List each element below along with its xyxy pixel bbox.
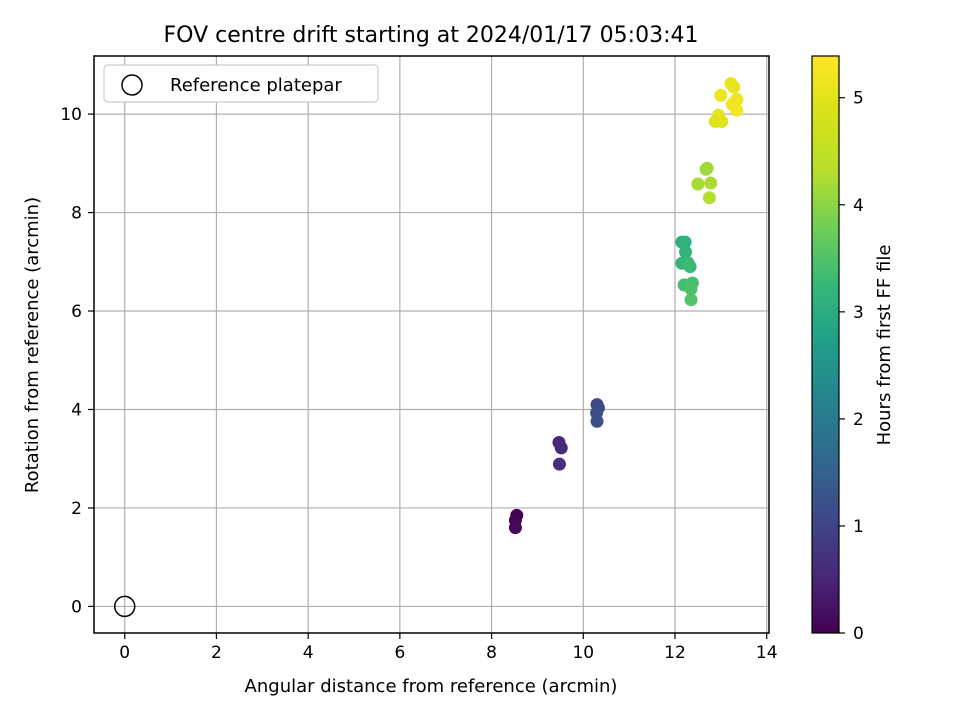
data-point xyxy=(691,177,705,191)
grid xyxy=(94,56,769,633)
data-point xyxy=(554,441,568,455)
data-point xyxy=(684,293,698,307)
colorbar-label: Hours from first FF file xyxy=(874,245,895,446)
data-point xyxy=(678,235,692,249)
colorbar-tick-label: 3 xyxy=(853,303,864,323)
x-tick-label: 10 xyxy=(572,643,594,663)
y-tick-label: 0 xyxy=(71,597,82,617)
x-axis-label: Angular distance from reference (arcmin) xyxy=(245,676,618,697)
y-axis-ticks: 0 2 4 6 8 10 xyxy=(60,105,94,617)
colorbar-tick-label: 1 xyxy=(853,517,864,537)
legend-box xyxy=(103,64,379,103)
colorbar: 0 1 2 3 4 5 Hours from first FF file xyxy=(811,55,895,644)
data-point xyxy=(590,414,604,428)
reference-platepar-marker xyxy=(113,595,136,618)
x-tick-label: 12 xyxy=(664,643,686,663)
chart-title: FOV centre drift starting at 2024/01/17 … xyxy=(164,23,699,48)
x-tick-label: 8 xyxy=(486,643,497,663)
data-point xyxy=(704,176,718,190)
y-tick-label: 4 xyxy=(71,400,82,420)
y-tick-label: 8 xyxy=(71,204,82,224)
colorbar-gradient xyxy=(811,55,840,634)
legend: Reference platepar xyxy=(103,64,379,103)
y-tick-label: 2 xyxy=(71,499,82,519)
data-point xyxy=(727,80,741,94)
x-tick-label: 0 xyxy=(119,643,130,663)
data-points xyxy=(508,77,744,535)
legend-marker-reference xyxy=(121,74,143,96)
y-tick-label: 6 xyxy=(71,302,82,322)
colorbar-tick-label: 5 xyxy=(853,89,864,109)
y-tick-label: 10 xyxy=(60,105,82,125)
colorbar-tick-label: 0 xyxy=(853,624,864,644)
data-point xyxy=(683,260,697,274)
colorbar-ticks: 0 1 2 3 4 5 xyxy=(839,89,864,644)
x-axis-ticks: 0 2 4 6 8 10 12 14 xyxy=(119,633,778,663)
x-tick-label: 4 xyxy=(303,643,314,663)
data-point xyxy=(714,88,728,102)
data-point xyxy=(508,521,522,535)
plot-frame xyxy=(93,55,770,634)
x-tick-label: 14 xyxy=(756,643,778,663)
colorbar-tick-label: 4 xyxy=(853,196,864,216)
x-tick-label: 2 xyxy=(211,643,222,663)
data-point xyxy=(730,103,744,117)
data-point xyxy=(700,161,714,175)
y-axis-label: Rotation from reference (arcmin) xyxy=(22,197,43,493)
reference-marker-group xyxy=(113,595,136,618)
data-point xyxy=(552,457,566,471)
data-point xyxy=(684,282,698,296)
data-point xyxy=(679,245,693,259)
data-point xyxy=(708,114,722,128)
colorbar-tick-label: 2 xyxy=(853,410,864,430)
legend-label-reference: Reference platepar xyxy=(170,75,342,96)
data-point xyxy=(702,191,716,205)
x-tick-label: 6 xyxy=(394,643,405,663)
